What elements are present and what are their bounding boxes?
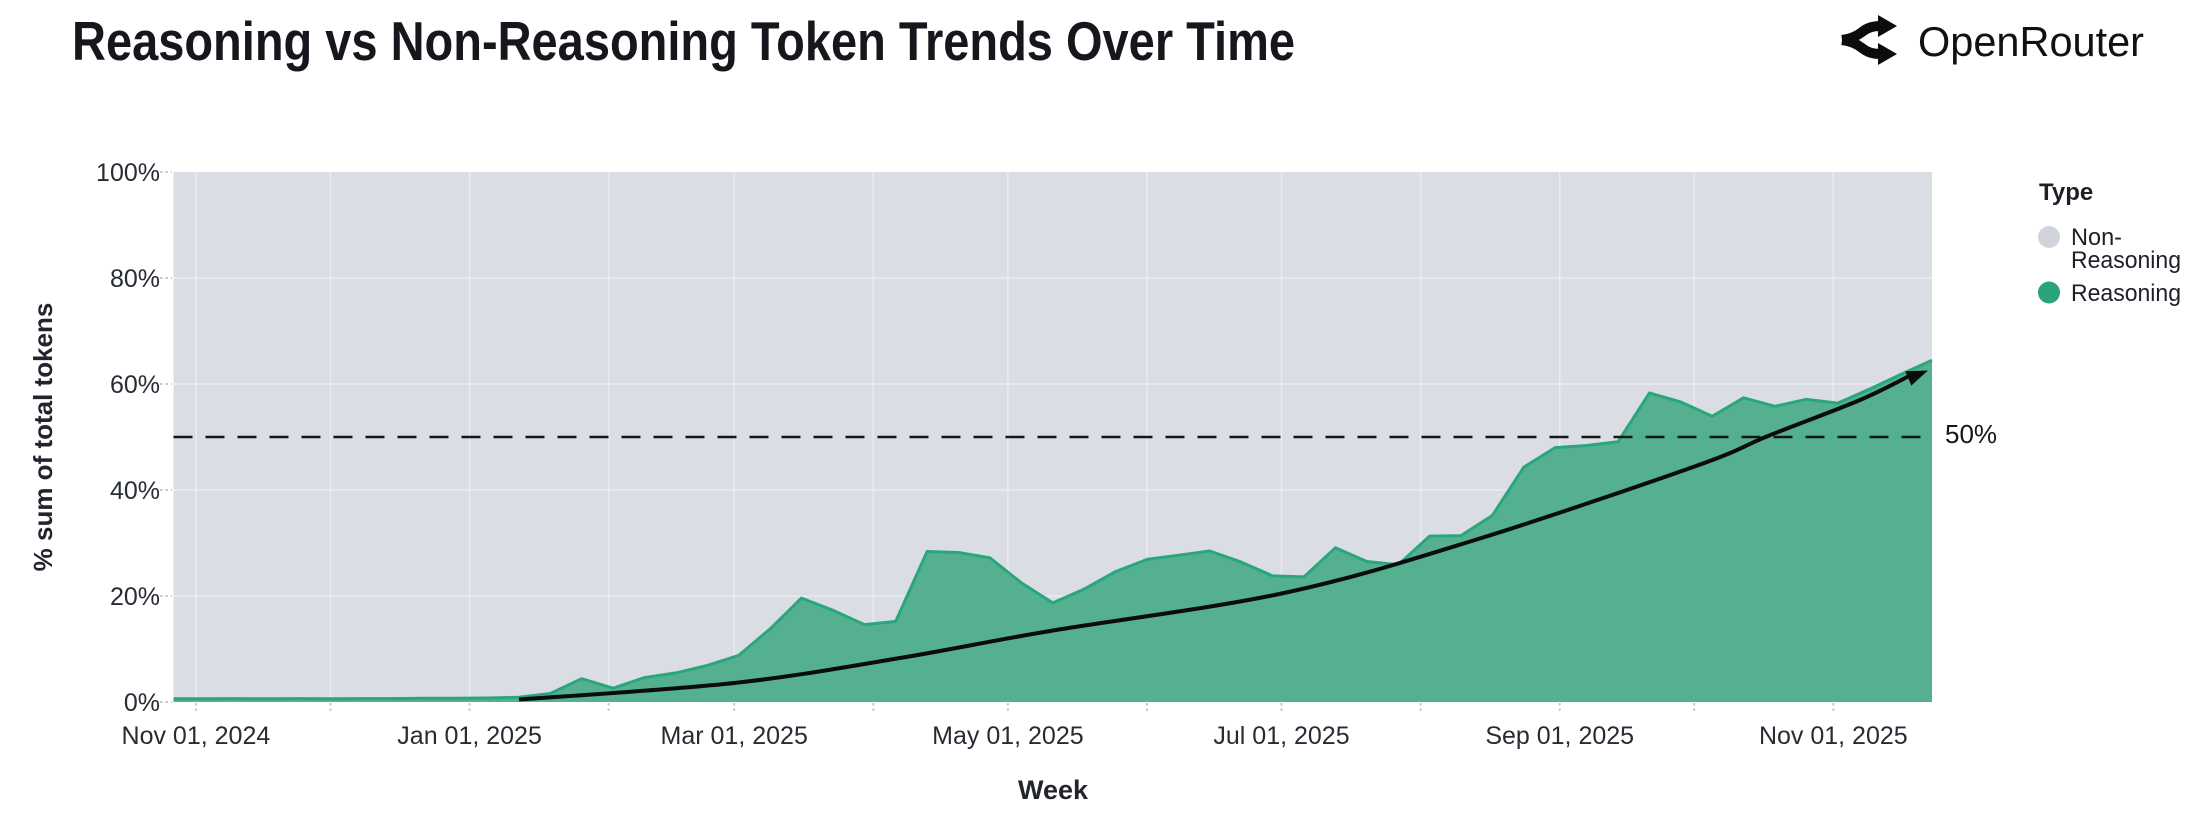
svg-text:Nov 01, 2025: Nov 01, 2025 — [1759, 722, 1908, 750]
svg-text:0%: 0% — [124, 689, 160, 717]
svg-text:Mar 01, 2025: Mar 01, 2025 — [661, 722, 808, 750]
svg-text:50%: 50% — [1945, 419, 1997, 449]
svg-text:Non-: Non- — [2071, 224, 2122, 251]
svg-text:% sum of total tokens: % sum of total tokens — [28, 303, 58, 572]
svg-text:40%: 40% — [110, 477, 160, 505]
svg-text:Reasoning vs Non-Reasoning Tok: Reasoning vs Non-Reasoning Token Trends … — [72, 10, 1295, 72]
svg-text:Sep 01, 2025: Sep 01, 2025 — [1485, 722, 1634, 750]
svg-text:Reasoning: Reasoning — [2071, 280, 2181, 307]
svg-text:Week: Week — [1018, 775, 1089, 805]
svg-text:60%: 60% — [110, 371, 160, 399]
svg-text:May 01, 2025: May 01, 2025 — [932, 722, 1084, 750]
svg-text:80%: 80% — [110, 265, 160, 293]
svg-text:100%: 100% — [96, 159, 160, 187]
svg-text:Jan 01, 2025: Jan 01, 2025 — [397, 722, 542, 750]
svg-text:Reasoning: Reasoning — [2071, 247, 2181, 274]
svg-text:Jul 01, 2025: Jul 01, 2025 — [1213, 722, 1349, 750]
svg-text:OpenRouter: OpenRouter — [1918, 18, 2144, 65]
svg-text:Nov 01, 2024: Nov 01, 2024 — [122, 722, 271, 750]
svg-text:Type: Type — [2039, 179, 2093, 206]
svg-text:20%: 20% — [110, 583, 160, 611]
